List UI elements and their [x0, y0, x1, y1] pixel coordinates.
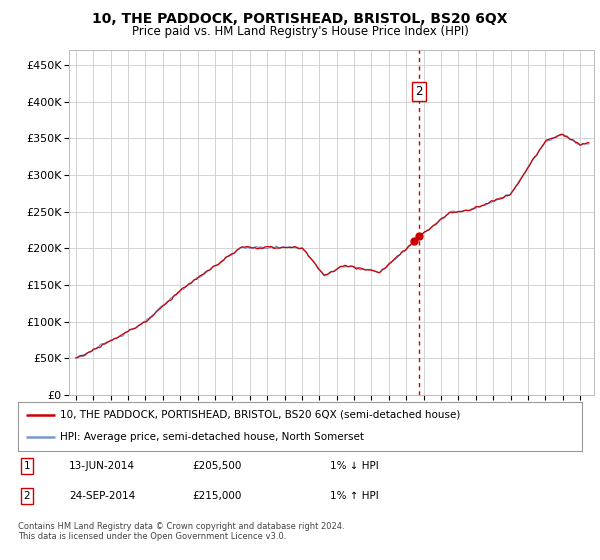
Text: 2: 2 [23, 491, 31, 501]
Text: Price paid vs. HM Land Registry's House Price Index (HPI): Price paid vs. HM Land Registry's House … [131, 25, 469, 38]
Text: £215,000: £215,000 [192, 491, 241, 501]
Text: 10, THE PADDOCK, PORTISHEAD, BRISTOL, BS20 6QX (semi-detached house): 10, THE PADDOCK, PORTISHEAD, BRISTOL, BS… [60, 410, 461, 420]
Text: Contains HM Land Registry data © Crown copyright and database right 2024.
This d: Contains HM Land Registry data © Crown c… [18, 522, 344, 542]
Text: HPI: Average price, semi-detached house, North Somerset: HPI: Average price, semi-detached house,… [60, 432, 364, 442]
Text: £205,500: £205,500 [192, 461, 241, 471]
Text: 13-JUN-2014: 13-JUN-2014 [69, 461, 135, 471]
Text: 10, THE PADDOCK, PORTISHEAD, BRISTOL, BS20 6QX: 10, THE PADDOCK, PORTISHEAD, BRISTOL, BS… [92, 12, 508, 26]
Text: 24-SEP-2014: 24-SEP-2014 [69, 491, 135, 501]
Text: 1: 1 [23, 461, 31, 471]
Text: 1% ↓ HPI: 1% ↓ HPI [330, 461, 379, 471]
Text: 2: 2 [415, 85, 422, 98]
Text: 1% ↑ HPI: 1% ↑ HPI [330, 491, 379, 501]
